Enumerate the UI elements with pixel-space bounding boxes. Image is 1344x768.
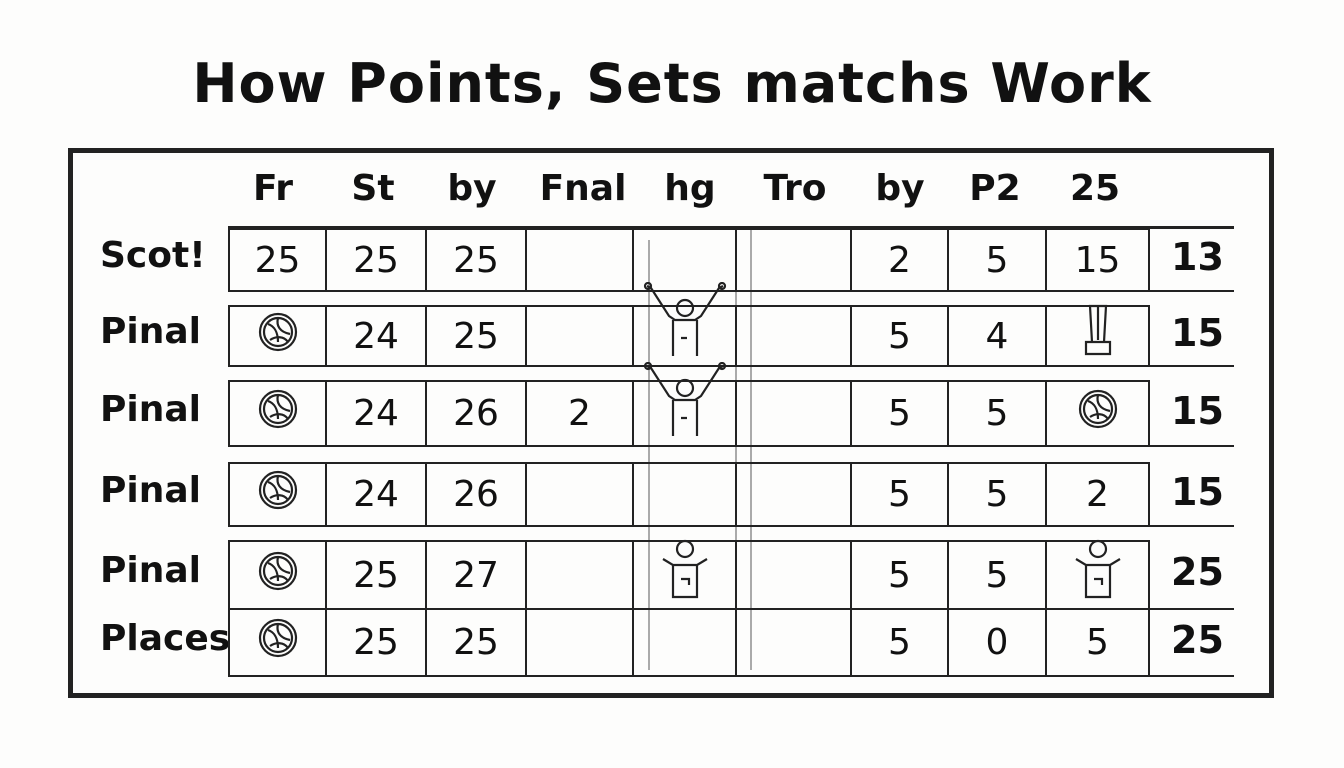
table-cell — [1045, 537, 1150, 610]
column-header: Tro — [763, 168, 827, 209]
row-label: Places — [100, 617, 231, 659]
table-cell: 5 — [850, 540, 949, 610]
table-cell — [632, 281, 737, 367]
table-cell — [1045, 304, 1150, 367]
volleyball-icon — [1076, 387, 1120, 440]
player-icon — [655, 537, 715, 608]
table-cell: 25 — [325, 540, 427, 610]
table-cell — [735, 228, 852, 292]
row-rule — [1148, 365, 1234, 367]
column-header: hg — [664, 168, 716, 209]
table-cell: 5 — [850, 305, 949, 367]
table-cell — [228, 540, 327, 610]
row-total: 15 — [1171, 388, 1224, 433]
row-total: 25 — [1171, 550, 1224, 594]
table-cell: 5 — [947, 228, 1047, 292]
volleyball-icon — [256, 387, 300, 440]
table-cell: 5 — [1045, 608, 1150, 677]
row-label: Pinal — [100, 550, 201, 591]
table-cell: 2 — [1045, 462, 1150, 527]
cheering-player-icon — [637, 361, 733, 445]
table-cell: 2 — [850, 228, 949, 292]
row-total: 13 — [1171, 235, 1224, 279]
table-cell — [228, 305, 327, 367]
row-rule — [1148, 525, 1234, 527]
table-cell — [525, 608, 634, 677]
row-label: Pinal — [100, 311, 201, 352]
column-header: St — [351, 168, 395, 209]
table-cell: 24 — [325, 305, 427, 367]
table-cell — [228, 608, 327, 677]
grid-guide-line — [750, 230, 752, 670]
table-cell: 5 — [850, 380, 949, 447]
table-cell: 5 — [947, 462, 1047, 527]
table-cell — [735, 380, 852, 447]
table-cell: 25 — [425, 608, 527, 677]
cheering-player-icon — [637, 281, 733, 365]
table-cell: 26 — [425, 380, 527, 447]
table-cell: 5 — [850, 462, 949, 527]
row-total: 15 — [1171, 311, 1224, 355]
table-cell: 15 — [1045, 228, 1150, 292]
row-label: Scot! — [100, 235, 206, 276]
column-header: Fr — [252, 168, 294, 209]
table-cell: 5 — [947, 540, 1047, 610]
table-cell: 5 — [947, 380, 1047, 447]
table-cell — [632, 361, 737, 447]
volleyball-icon — [256, 310, 300, 363]
volleyball-icon — [256, 616, 300, 669]
table-cell: 25 — [325, 228, 427, 292]
volleyball-icon — [256, 549, 300, 602]
table-cell — [735, 608, 852, 677]
table-cell — [632, 537, 737, 610]
column-header: Fnal — [539, 168, 627, 209]
table-cell: 0 — [947, 608, 1047, 677]
column-header: P2 — [969, 168, 1021, 209]
row-total: 15 — [1171, 469, 1224, 514]
table-cell: 2 — [525, 380, 634, 447]
table-cell — [525, 228, 634, 292]
table-cell: 24 — [325, 380, 427, 447]
table-cell — [525, 462, 634, 527]
table-cell: 25 — [425, 305, 527, 367]
volleyball-icon — [256, 468, 300, 521]
column-header: 25 — [1069, 168, 1121, 209]
table-cell — [525, 540, 634, 610]
table-cell — [735, 462, 852, 527]
row-label: Pinal — [100, 469, 201, 511]
row-rule — [1148, 445, 1234, 447]
header-rule — [228, 226, 1234, 229]
player-icon — [1068, 537, 1128, 608]
table-cell: 26 — [425, 462, 527, 527]
row-label: Pinal — [100, 388, 201, 430]
table-cell — [1045, 380, 1150, 447]
table-frame — [68, 148, 1274, 698]
table-cell: 27 — [425, 540, 527, 610]
table-cell: 24 — [325, 462, 427, 527]
table-cell — [632, 608, 737, 677]
row-rule — [1148, 608, 1234, 610]
table-cell: 25 — [325, 608, 427, 677]
table-cell — [735, 540, 852, 610]
table-cell: 25 — [425, 228, 527, 292]
table-cell — [632, 462, 737, 527]
table-cell: 25 — [228, 228, 327, 292]
table-cell — [525, 305, 634, 367]
trophy-icon — [1078, 302, 1118, 371]
column-header: by — [875, 168, 925, 209]
table-cell — [228, 462, 327, 527]
row-rule — [1148, 290, 1234, 292]
row-total: 25 — [1171, 617, 1224, 662]
table-cell: 5 — [850, 608, 949, 677]
table-cell: 4 — [947, 305, 1047, 367]
grid-guide-line — [735, 230, 737, 670]
table-cell — [228, 380, 327, 447]
row-rule — [1148, 675, 1234, 677]
grid-guide-line — [648, 240, 650, 670]
table-cell — [735, 305, 852, 367]
column-header: by — [447, 168, 497, 209]
page-title: How Points, Sets matchs Work — [192, 52, 1152, 115]
